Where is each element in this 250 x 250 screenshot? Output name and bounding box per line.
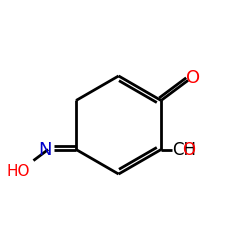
- Text: O: O: [182, 140, 196, 158]
- Text: CH: CH: [172, 140, 197, 158]
- Text: O: O: [186, 69, 200, 87]
- Text: HO: HO: [6, 164, 30, 179]
- Text: N: N: [38, 140, 52, 158]
